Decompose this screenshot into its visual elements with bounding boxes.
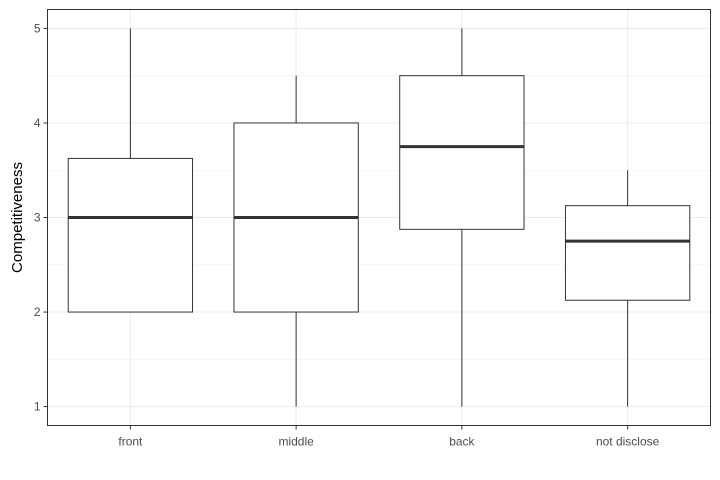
x-tick-label: front xyxy=(118,435,143,449)
y-tick-label: 5 xyxy=(34,21,41,35)
box-back xyxy=(399,28,525,407)
x-axis: front middle back not disclose xyxy=(118,425,660,449)
iqr-box xyxy=(67,157,194,313)
y-tick-label: 2 xyxy=(34,305,41,319)
x-tick-label: middle xyxy=(278,435,314,449)
y-tick-label: 4 xyxy=(34,116,41,130)
x-tick-label: not disclose xyxy=(596,435,660,449)
y-axis: 1 2 3 4 5 xyxy=(34,21,48,414)
y-axis-title: Competitiveness xyxy=(9,162,26,273)
box-series xyxy=(67,28,691,407)
y-tick-label: 1 xyxy=(34,400,41,414)
box-middle xyxy=(233,75,359,407)
box-not-disclose xyxy=(564,170,691,407)
y-tick-label: 3 xyxy=(34,211,41,225)
iqr-box xyxy=(399,75,525,230)
x-tick-label: back xyxy=(449,435,475,449)
box-front xyxy=(67,28,194,313)
iqr-box xyxy=(564,205,691,301)
